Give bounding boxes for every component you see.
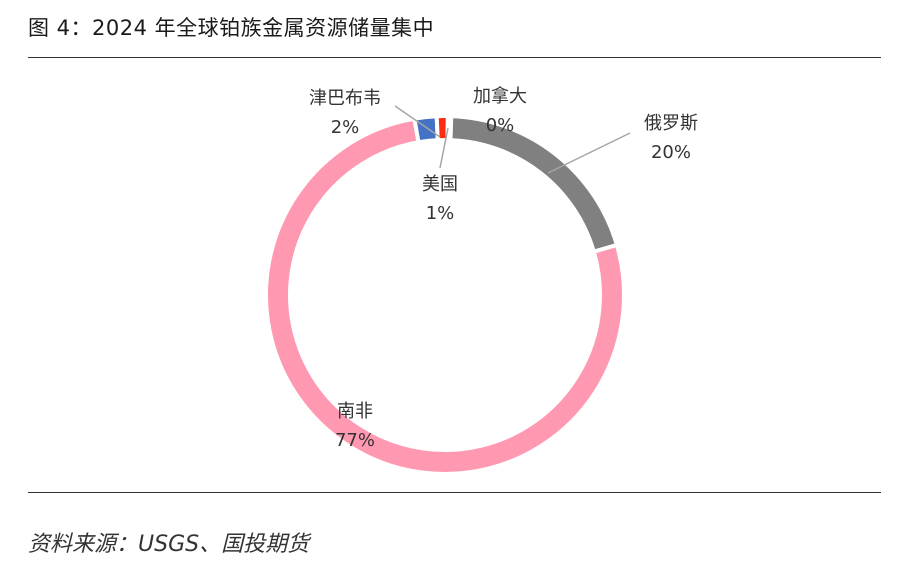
data-label-percent-0: 20% <box>651 142 691 163</box>
leader-line-0 <box>547 132 631 174</box>
donut-slice-1 <box>264 116 626 476</box>
donut-slice-4 <box>445 114 454 143</box>
bottom-rule <box>28 492 881 493</box>
leader-line-2 <box>394 105 441 138</box>
figure-title: 图 4：2024 年全球铂族金属资源储量集中 <box>28 16 435 40</box>
data-label-category-0: 俄罗斯 <box>644 113 698 134</box>
data-label-percent-2: 2% <box>331 117 360 138</box>
leader-line-3 <box>439 127 449 169</box>
donut-slice-0 <box>448 114 619 254</box>
data-label-category-4: 加拿大 <box>473 85 527 107</box>
top-rule <box>28 57 881 58</box>
data-label-category-3: 美国 <box>422 174 458 195</box>
data-label-percent-4: 0% <box>486 115 515 136</box>
data-label-percent-1: 77% <box>335 430 375 451</box>
source-note: 资料来源：USGS、国投期货 <box>28 532 310 557</box>
data-label-category-1: 南非 <box>337 401 373 422</box>
leader-lines <box>394 105 631 174</box>
donut-slice-2 <box>412 114 440 145</box>
donut-slices <box>264 113 626 476</box>
data-label-percent-3: 1% <box>426 203 455 224</box>
data-labels: 俄罗斯 20% 南非 77% 津巴布韦 2% 美国 1% 加拿大 0% <box>309 85 698 451</box>
data-label-category-2: 津巴布韦 <box>309 88 381 109</box>
